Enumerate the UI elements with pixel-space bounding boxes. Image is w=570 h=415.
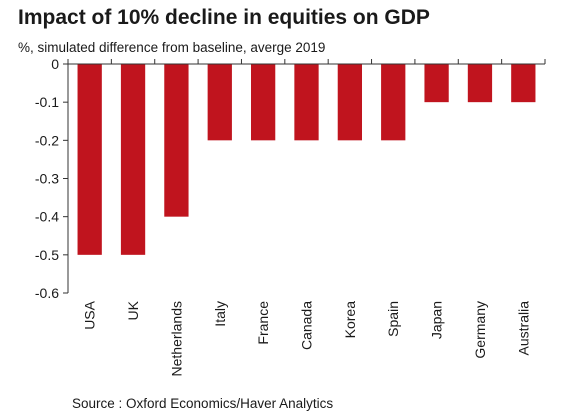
chart-title: Impact of 10% decline in equities on GDP (18, 6, 430, 29)
chart-subtitle: %, simulated difference from baseline, a… (18, 40, 326, 55)
x-tick-label: Japan (429, 301, 445, 339)
y-tick-label: -0.4 (35, 209, 59, 225)
bar-japan (424, 64, 449, 103)
x-tick-label: Spain (385, 301, 401, 337)
bar-australia (511, 64, 536, 103)
bar-canada (294, 64, 319, 141)
bar-italy (207, 64, 232, 141)
source-note: Source : Oxford Economics/Haver Analytic… (72, 396, 334, 411)
x-tick-label: Germany (472, 301, 488, 359)
y-tick-label: -0.3 (35, 171, 59, 187)
x-tick-label: Italy (212, 301, 228, 327)
bar-korea (337, 64, 363, 141)
y-tick-label: -0.5 (35, 247, 59, 263)
bar-netherlands (164, 64, 189, 217)
x-tick-label: Canada (299, 301, 315, 350)
x-tick-label: Korea (342, 301, 358, 339)
x-tick-label: UK (125, 300, 141, 320)
y-tick-label: 0 (51, 56, 59, 72)
bar-uk (120, 64, 146, 255)
y-tick-label: -0.6 (35, 285, 59, 301)
x-tick-label: Australia (515, 301, 531, 356)
bar-usa (77, 64, 102, 255)
x-tick-label: USA (82, 300, 98, 329)
y-tick-label: -0.2 (35, 132, 59, 148)
bar-spain (381, 64, 406, 141)
y-tick-label: -0.1 (35, 94, 59, 110)
x-tick-label: France (255, 301, 271, 345)
bar-france (250, 64, 276, 141)
x-tick-label: Netherlands (168, 301, 184, 377)
bar-germany (467, 64, 493, 103)
